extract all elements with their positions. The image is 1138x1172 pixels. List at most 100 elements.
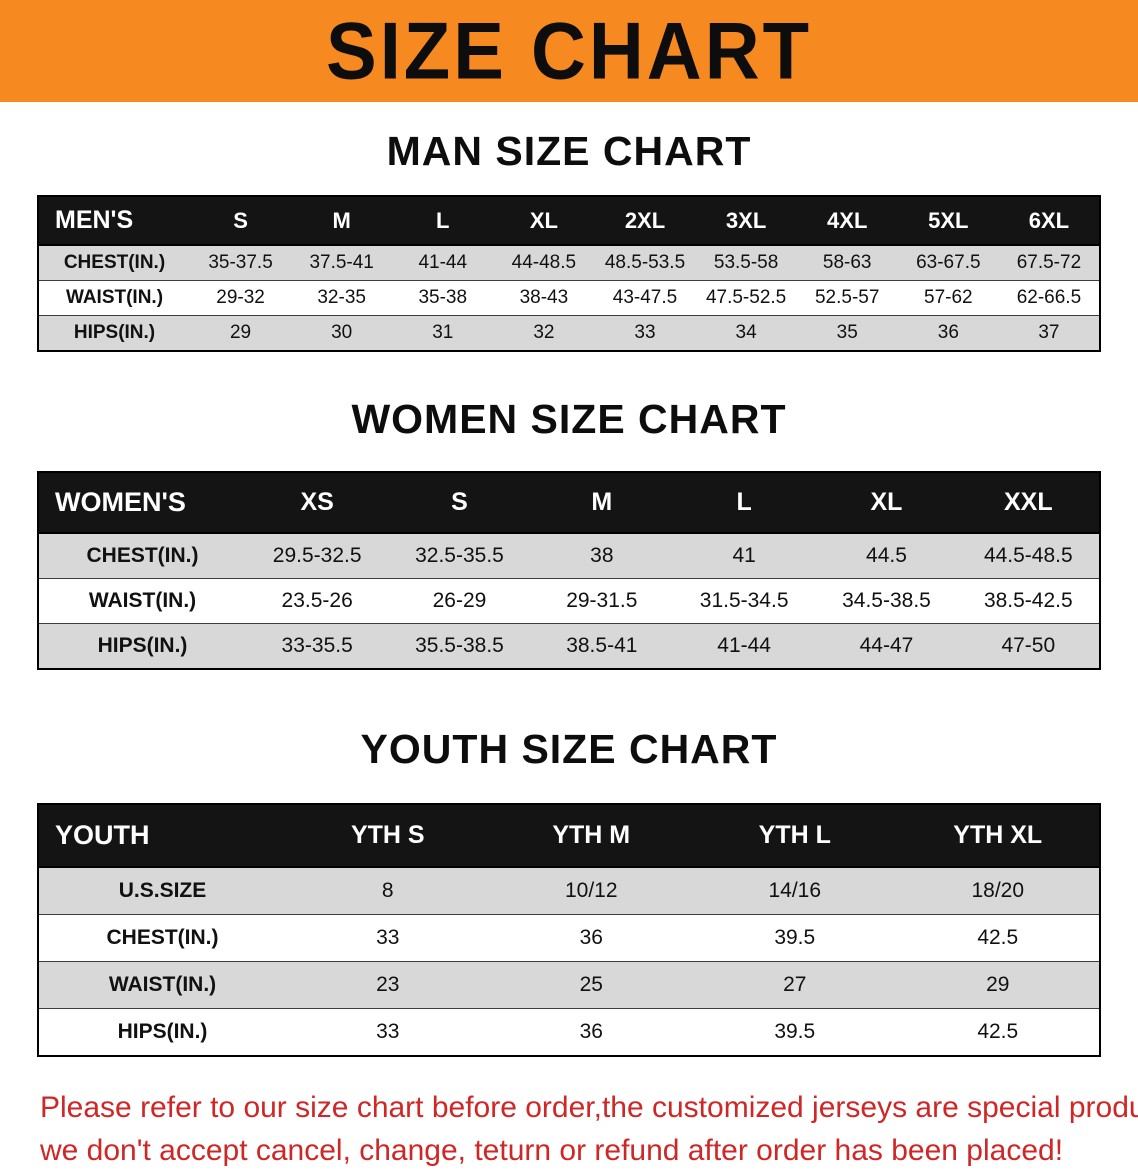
value-cell: 62-66.5 (1016, 287, 1082, 308)
table-row: WAIST(IN.) 29-32 32-35 35-38 38-43 43-47.5 47.… (38, 280, 1100, 316)
value-cell: 31 (432, 322, 454, 343)
value-cell: 29 (986, 973, 1010, 996)
value-cell: 44-47 (859, 634, 914, 657)
value-cell: 39.5 (774, 926, 816, 949)
disclaimer-line-1: Please refer to our size chart before or… (40, 1091, 1138, 1124)
value-cell: 27 (783, 973, 807, 996)
youth-heading: YOUTH SIZE CHART (360, 726, 778, 772)
table-row: WAIST(IN.) 23.5-26 26-29 29-31.5 31.5-34.5 34… (38, 578, 1100, 624)
size-header-cell: XS (300, 488, 334, 516)
row-label-cell: HIPS(IN.) (97, 634, 188, 657)
table-row: WAIST(IN.) 23 25 27 29 (38, 961, 1100, 1009)
mens-section: MAN SIZE CHART MEN'S S M L XL 2XL 3XL 4XL 5XL 6XL… (0, 128, 1138, 352)
youth-size-table: YOUTH YTH S YTH M YTH L YTH XL U.S.SIZE 8 10/12… (37, 803, 1101, 1057)
row-label-cell: U.S.SIZE (118, 879, 207, 902)
size-header-cell: 3XL (725, 207, 767, 233)
value-cell: 32 (533, 322, 555, 343)
value-cell: 36 (937, 322, 959, 343)
value-cell: 36 (579, 926, 603, 949)
row-label-cell: HIPS(IN.) (117, 1020, 208, 1043)
size-header-cell: XL (870, 488, 903, 516)
value-cell: 44.5-48.5 (983, 544, 1073, 567)
size-header-cell: S (451, 488, 468, 516)
value-cell: 36 (579, 1020, 603, 1043)
size-header-cell: YTH S (350, 821, 425, 849)
disclaimer: Please refer to our size chart before or… (40, 1087, 1138, 1172)
value-cell: 29.5-32.5 (272, 544, 362, 567)
value-cell: 52.5-57 (814, 287, 880, 308)
womens-size-table: WOMEN'S XS S M L XL XXL CHEST(IN.) 29.5-32.5 32.5… (37, 471, 1101, 670)
table-title-cell: YOUTH (55, 820, 150, 850)
row-label-cell: CHEST(IN.) (63, 252, 166, 273)
size-header-cell: M (332, 207, 351, 233)
value-cell: 37.5-41 (309, 252, 374, 273)
value-cell: 29-31.5 (566, 589, 638, 612)
value-cell: 29-32 (216, 287, 265, 308)
value-cell: 33 (376, 1020, 400, 1043)
row-label-cell: WAIST(IN.) (65, 287, 164, 308)
size-header-cell: 5XL (928, 207, 969, 233)
table-header-row: MEN'S S M L XL 2XL 3XL 4XL 5XL 6XL (38, 196, 1100, 245)
row-label-cell: WAIST(IN.) (108, 973, 217, 996)
value-cell: 10/12 (564, 879, 618, 902)
mens-size-table: MEN'S S M L XL 2XL 3XL 4XL 5XL 6XL CHEST(IN.) 35-37… (37, 195, 1101, 352)
table-header-row: YOUTH YTH S YTH M YTH L YTH XL (38, 804, 1100, 867)
mens-heading: MAN SIZE CHART (386, 128, 752, 174)
value-cell: 47-50 (1001, 634, 1056, 657)
value-cell: 57-62 (924, 287, 973, 308)
value-cell: 38.5-41 (566, 634, 638, 657)
value-cell: 23.5-26 (281, 589, 353, 612)
disclaimer-line-2: we don't accept cancel, change, teturn o… (40, 1133, 1064, 1167)
value-cell: 33-35.5 (281, 634, 353, 657)
value-cell: 38 (590, 544, 614, 567)
value-cell: 35-37.5 (208, 252, 273, 273)
table-row: U.S.SIZE 8 10/12 14/16 18/20 (38, 867, 1100, 915)
size-header-cell: XXL (1004, 488, 1053, 516)
table-row: CHEST(IN.) 35-37.5 37.5-41 41-44 44-48.5 48.5… (38, 245, 1100, 281)
value-cell: 18/20 (971, 879, 1025, 902)
size-header-cell: L (736, 488, 752, 516)
value-cell: 29 (229, 322, 252, 343)
value-cell: 39.5 (774, 1020, 816, 1043)
table-row: HIPS(IN.) 33-35.5 35.5-38.5 38.5-41 41-44 44-… (38, 623, 1100, 669)
value-cell: 30 (331, 322, 353, 343)
value-cell: 42.5 (977, 1020, 1019, 1043)
size-header-cell: YTH XL (953, 821, 1043, 849)
table-row: HIPS(IN.) 29 30 31 32 33 34 35 36 37 (38, 315, 1100, 351)
table-header-row: WOMEN'S XS S M L XL XXL (38, 472, 1100, 533)
value-cell: 41-44 (717, 634, 771, 657)
table-row: CHEST(IN.) 29.5-32.5 32.5-35.5 38 41 44.5 44.5… (38, 533, 1100, 579)
value-cell: 41-44 (418, 252, 468, 273)
value-cell: 33 (376, 926, 400, 949)
womens-section: WOMEN SIZE CHART WOMEN'S XS S M L XL XXL CHEST(… (0, 396, 1138, 670)
value-cell: 58-63 (822, 252, 872, 273)
value-cell: 25 (579, 973, 603, 996)
row-label-cell: CHEST(IN.) (106, 926, 219, 949)
value-cell: 35 (836, 322, 858, 343)
value-cell: 63-67.5 (916, 252, 981, 273)
value-cell: 33 (634, 322, 656, 343)
youth-section: YOUTH SIZE CHART YOUTH YTH S YTH M YTH L YTH… (0, 726, 1138, 1057)
table-row: CHEST(IN.) 33 36 39.5 42.5 (38, 914, 1100, 962)
value-cell: 35-38 (418, 287, 468, 308)
row-label-cell: CHEST(IN.) (86, 544, 199, 567)
size-header-cell: L (436, 207, 450, 233)
value-cell: 47.5-52.5 (705, 287, 787, 308)
value-cell: 37 (1038, 322, 1060, 343)
value-cell: 44-48.5 (511, 252, 577, 273)
value-cell: 42.5 (977, 926, 1019, 949)
value-cell: 43-47.5 (612, 287, 678, 308)
value-cell: 32-35 (317, 287, 366, 308)
value-cell: 26-29 (432, 589, 487, 612)
value-cell: 34.5-38.5 (842, 589, 931, 612)
size-header-cell: XL (529, 207, 558, 233)
size-header-cell: 2XL (624, 207, 666, 233)
table-row: HIPS(IN.) 33 36 39.5 42.5 (38, 1008, 1100, 1056)
value-cell: 38.5-42.5 (983, 589, 1073, 612)
banner: SIZE CHART (0, 0, 1138, 102)
value-cell: 14/16 (768, 879, 822, 902)
value-cell: 44.5 (866, 544, 907, 567)
table-title-cell: WOMEN'S (55, 487, 186, 517)
value-cell: 8 (381, 879, 394, 902)
size-header-cell: YTH M (552, 821, 631, 849)
